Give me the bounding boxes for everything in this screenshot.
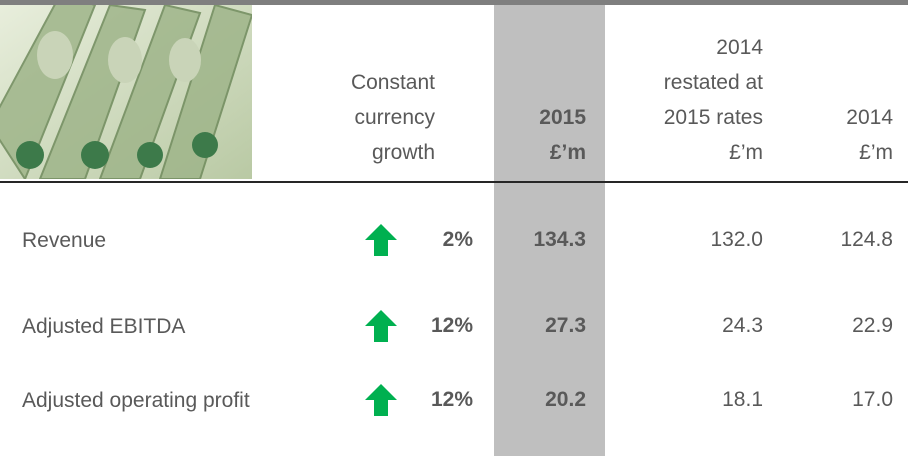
header-line: Constant	[350, 71, 435, 94]
header-line: currency	[354, 106, 435, 129]
header-line: 2015 rates	[663, 106, 763, 129]
highlight-column	[494, 5, 605, 456]
value-restated: 132.0	[710, 228, 763, 251]
header-line: £’m	[859, 141, 893, 164]
value-2014: 124.8	[840, 228, 893, 251]
header-rule	[0, 181, 908, 183]
row-label: Adjusted EBITDA	[22, 315, 186, 338]
value-2015: 27.3	[545, 314, 586, 337]
money-image	[0, 5, 252, 179]
growth: 12%	[430, 314, 473, 337]
value-2014: 17.0	[852, 388, 893, 411]
value-2014: 22.9	[852, 314, 893, 337]
top-bar	[0, 0, 908, 5]
header-cell: 2015 £’m	[539, 100, 586, 170]
header-cell: Constant currency growth	[351, 65, 435, 170]
header-line: £’m	[729, 141, 763, 164]
up-arrow	[365, 310, 397, 342]
value-2015: 20.2	[545, 388, 586, 411]
up-arrow	[365, 224, 397, 256]
header-line: 2015	[539, 106, 586, 129]
header-line: growth	[371, 141, 435, 164]
header-line: 2014	[846, 106, 893, 129]
value-restated: 24.3	[722, 314, 763, 337]
up-arrow	[365, 384, 397, 416]
header-line: £’m	[549, 141, 586, 164]
value-restated: 18.1	[722, 388, 763, 411]
row-label: Adjusted operating profit	[22, 389, 250, 412]
header-line: restated at	[663, 71, 763, 94]
row-label: Revenue	[22, 229, 107, 252]
growth: 12%	[430, 388, 473, 411]
header-cell: 2014 restated at 2015 rates £’m	[664, 30, 763, 170]
value-2015: 134.3	[533, 228, 586, 251]
growth: 2%	[442, 228, 473, 251]
header-cell: 2014 £’m	[846, 100, 893, 170]
header-line: 2014	[716, 36, 763, 59]
